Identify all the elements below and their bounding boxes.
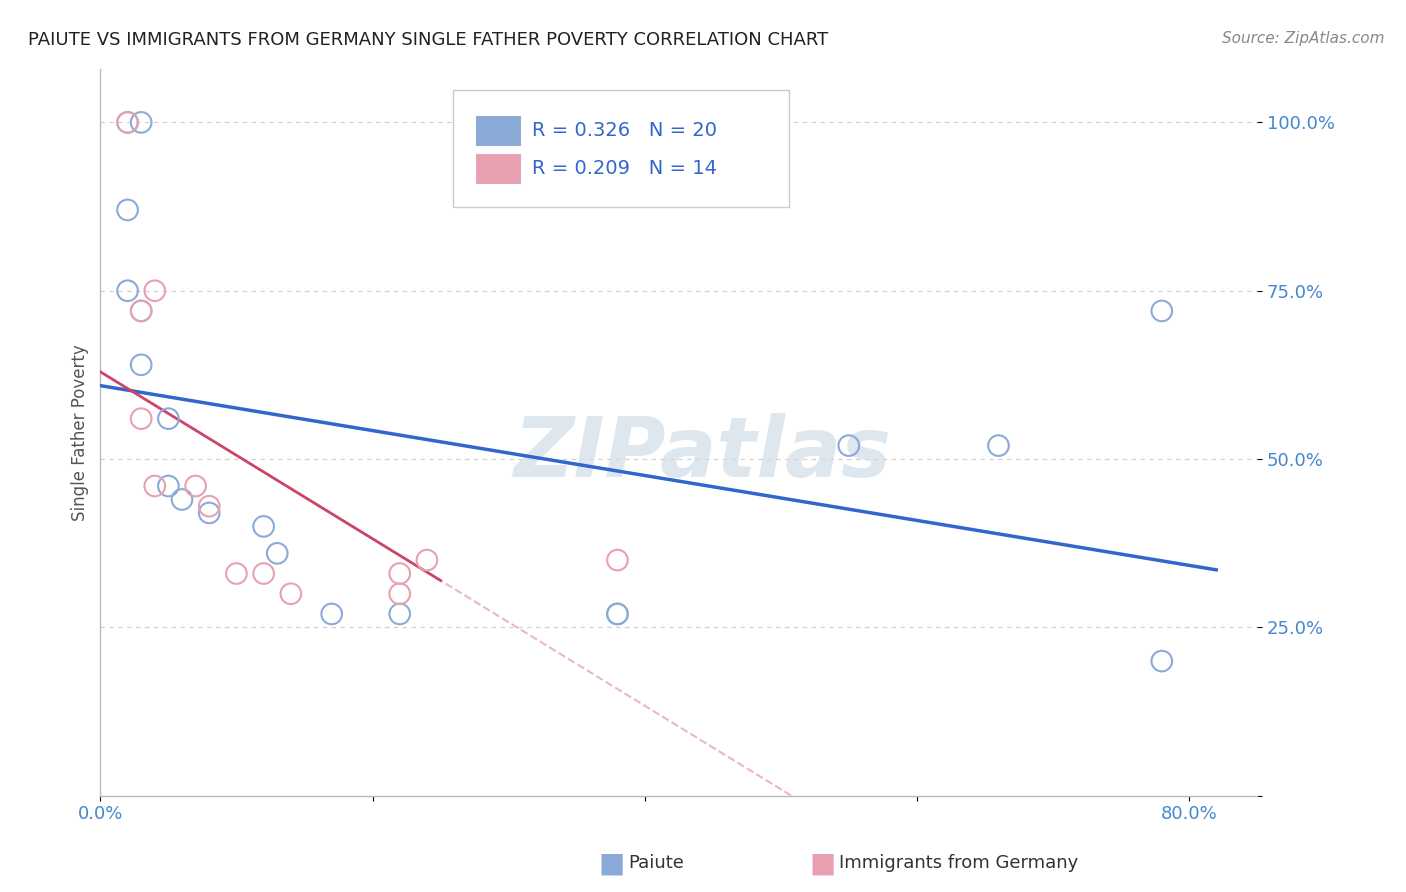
Text: Source: ZipAtlas.com: Source: ZipAtlas.com [1222,31,1385,46]
Text: Immigrants from Germany: Immigrants from Germany [839,855,1078,872]
Point [838,439,860,453]
Y-axis label: Single Father Poverty: Single Father Poverty [72,343,89,521]
Text: R = 0.326   N = 20: R = 0.326 N = 20 [531,120,717,140]
Point [117,202,139,217]
Point [606,607,628,621]
Point [253,519,276,533]
Point [198,506,221,520]
Point [606,553,628,567]
Text: Paiute: Paiute [628,855,685,872]
Point [388,566,411,581]
Point [1150,304,1173,318]
Point [606,607,628,621]
Point [129,358,152,372]
Point [129,411,152,425]
Point [987,439,1010,453]
Point [129,115,152,129]
Point [184,479,207,493]
Point [280,587,302,601]
Point [388,607,411,621]
Point [225,566,247,581]
Bar [477,116,520,145]
Point [388,587,411,601]
Point [143,479,166,493]
Point [117,284,139,298]
Text: ZIPatlas: ZIPatlas [513,414,891,494]
Point [157,411,180,425]
Point [170,492,193,507]
Point [129,304,152,318]
Text: ■: ■ [810,849,835,878]
Bar [477,154,520,184]
Text: R = 0.209   N = 14: R = 0.209 N = 14 [531,160,717,178]
FancyBboxPatch shape [453,90,789,207]
Point [117,115,139,129]
Point [157,479,180,493]
Point [129,304,152,318]
Point [266,546,288,560]
Point [143,284,166,298]
Text: ■: ■ [599,849,624,878]
Point [253,566,276,581]
Point [117,115,139,129]
Text: PAIUTE VS IMMIGRANTS FROM GERMANY SINGLE FATHER POVERTY CORRELATION CHART: PAIUTE VS IMMIGRANTS FROM GERMANY SINGLE… [28,31,828,49]
Point [416,553,439,567]
Point [198,499,221,513]
Point [321,607,343,621]
Point [1150,654,1173,668]
